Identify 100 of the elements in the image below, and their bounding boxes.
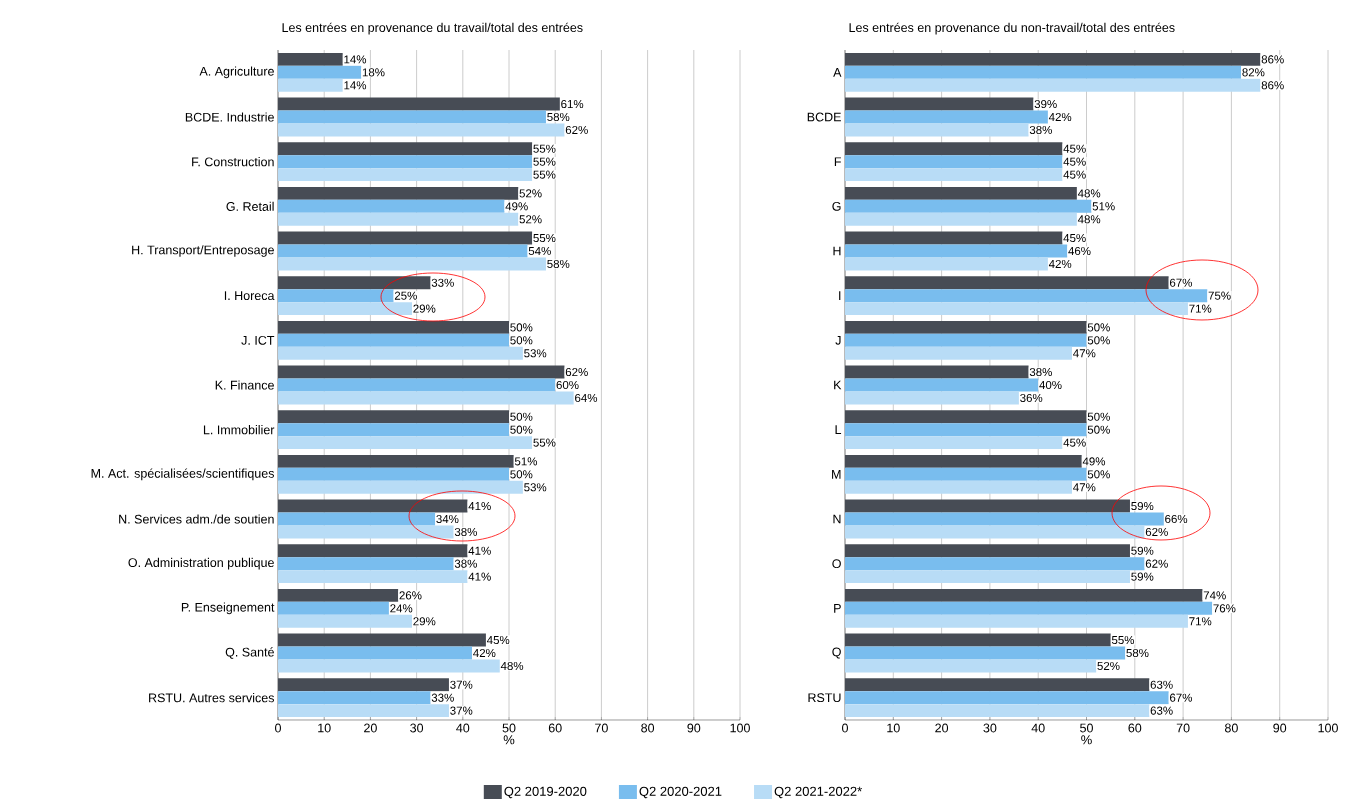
bar bbox=[278, 52, 343, 66]
data-label: 63% bbox=[1150, 680, 1173, 689]
data-label: 50% bbox=[510, 412, 533, 421]
y-tick-label: RSTU. Autres services bbox=[149, 692, 275, 703]
data-label: 38% bbox=[454, 527, 477, 536]
y-tick-label: I bbox=[839, 291, 841, 300]
bar bbox=[845, 588, 1203, 602]
y-tick-label: G bbox=[832, 201, 841, 211]
y-tick-label: I. Horeca bbox=[224, 291, 275, 300]
bar bbox=[278, 168, 533, 181]
data-label: 48% bbox=[1077, 215, 1101, 224]
data-label: 48% bbox=[500, 661, 524, 670]
data-label: 50% bbox=[1087, 336, 1110, 345]
x-tick-label: 70 bbox=[595, 723, 608, 733]
bar bbox=[845, 78, 1261, 92]
bar bbox=[278, 646, 473, 660]
data-label: 34% bbox=[436, 514, 459, 523]
bar bbox=[278, 570, 468, 583]
data-label: 50% bbox=[1087, 470, 1110, 479]
data-label: 76% bbox=[1213, 604, 1236, 613]
data-label: 54% bbox=[528, 246, 551, 255]
bar bbox=[845, 570, 1130, 583]
x-tick-label: 20 bbox=[935, 723, 949, 733]
bar bbox=[845, 320, 1087, 334]
data-label: 33% bbox=[431, 693, 454, 702]
bar bbox=[278, 346, 523, 360]
data-label: 86% bbox=[1261, 55, 1284, 64]
data-label: 45% bbox=[1063, 144, 1086, 153]
bar bbox=[845, 436, 1063, 449]
bar bbox=[845, 410, 1087, 424]
data-label: 45% bbox=[1063, 233, 1086, 242]
bar bbox=[845, 614, 1188, 628]
y-tick-label: P. Enseignement bbox=[181, 602, 275, 615]
data-label: 37% bbox=[450, 706, 473, 715]
chart-title: Les entrées en provenance du non-travail/total des entrées bbox=[849, 22, 1175, 35]
data-label: 55% bbox=[533, 144, 556, 153]
data-label: 55% bbox=[533, 170, 556, 179]
data-label: 64% bbox=[575, 393, 598, 402]
bar bbox=[845, 480, 1073, 494]
bar bbox=[845, 499, 1130, 513]
bar bbox=[278, 142, 533, 156]
x-tick-label: 40 bbox=[456, 723, 470, 733]
x-tick-label: 20 bbox=[364, 723, 377, 733]
data-label: 66% bbox=[1165, 514, 1188, 523]
x-tick-label: 100 bbox=[730, 723, 750, 733]
data-label: 59% bbox=[1131, 501, 1154, 510]
bar bbox=[278, 678, 449, 692]
data-label: 62% bbox=[565, 367, 588, 376]
y-tick-label: H bbox=[833, 246, 841, 256]
x-tick-label: 10 bbox=[318, 723, 331, 733]
y-tick-label: RSTU bbox=[808, 693, 841, 702]
data-label: 62% bbox=[565, 125, 588, 134]
legend-label: Q2 2019-2020 bbox=[504, 786, 587, 799]
data-label: 29% bbox=[413, 304, 436, 313]
data-label: 53% bbox=[524, 349, 547, 358]
x-tick-label: 0 bbox=[842, 723, 848, 733]
bar bbox=[278, 97, 560, 111]
bar bbox=[845, 467, 1087, 481]
data-label: 45% bbox=[1063, 157, 1086, 166]
bar bbox=[845, 155, 1063, 168]
data-label: 71% bbox=[1189, 617, 1212, 626]
chart-title: Les entrées en provenance du travail/total des entrées bbox=[282, 22, 583, 35]
data-label: 50% bbox=[510, 336, 533, 345]
bar bbox=[845, 346, 1073, 360]
bar bbox=[278, 155, 533, 168]
bar bbox=[278, 691, 431, 704]
data-label: 51% bbox=[514, 457, 538, 466]
data-label: 50% bbox=[510, 425, 533, 434]
data-label: 38% bbox=[454, 559, 477, 568]
data-label: 40% bbox=[1039, 380, 1062, 389]
bar bbox=[845, 142, 1063, 156]
bar bbox=[278, 467, 510, 481]
x-tick-label: 90 bbox=[687, 723, 701, 733]
bar bbox=[845, 544, 1130, 558]
data-label: 41% bbox=[468, 572, 491, 581]
data-label: 50% bbox=[510, 470, 533, 479]
data-label: 86% bbox=[1261, 81, 1284, 90]
bar bbox=[845, 302, 1188, 315]
bar bbox=[845, 110, 1048, 124]
data-label: 52% bbox=[1097, 661, 1120, 670]
bar bbox=[278, 186, 519, 200]
y-tick-label: A bbox=[833, 67, 842, 77]
data-label: 63% bbox=[1150, 706, 1173, 715]
data-label: 74% bbox=[1203, 591, 1226, 600]
x-axis-title: % bbox=[1081, 735, 1092, 745]
data-label: 38% bbox=[1029, 125, 1052, 134]
bar bbox=[278, 499, 468, 513]
data-label: 36% bbox=[1020, 393, 1043, 402]
data-label: 62% bbox=[1145, 527, 1168, 536]
y-tick-label: O bbox=[832, 559, 841, 568]
data-label: 46% bbox=[1068, 246, 1091, 255]
bar bbox=[278, 410, 510, 424]
data-label: 45% bbox=[1063, 170, 1086, 179]
bar bbox=[278, 78, 343, 92]
bar bbox=[845, 378, 1039, 392]
data-label: 29% bbox=[413, 617, 436, 626]
bar bbox=[278, 320, 510, 334]
bar bbox=[845, 289, 1208, 302]
y-tick-label: P bbox=[834, 603, 841, 613]
data-label: 45% bbox=[1063, 438, 1086, 447]
